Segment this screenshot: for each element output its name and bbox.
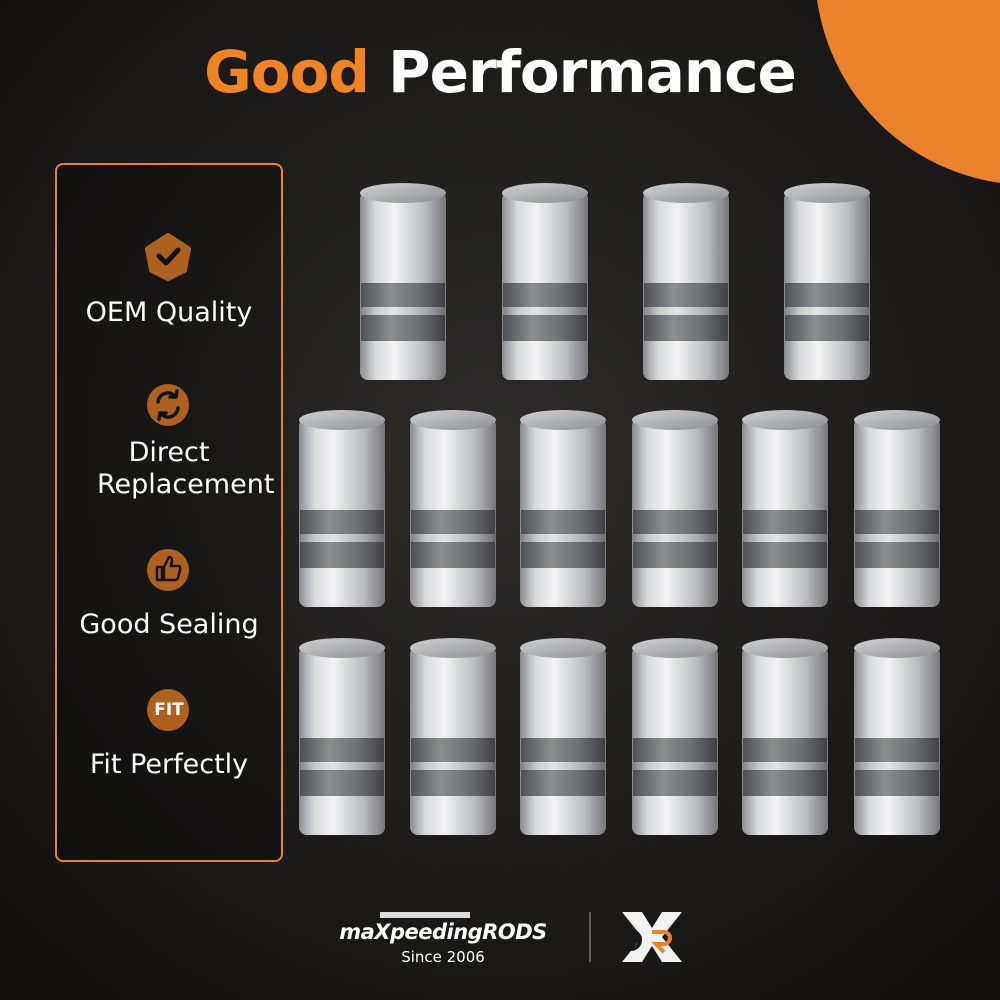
corner-accent <box>817 0 1000 183</box>
lifter-top <box>742 638 828 658</box>
x-logo <box>620 912 682 962</box>
fit-icon-text: FIT <box>154 700 184 720</box>
lifter <box>742 410 828 607</box>
lifter <box>299 638 385 835</box>
lifter-ring <box>644 307 728 315</box>
feature-label: Direct Replacement <box>97 437 275 500</box>
lifter-base <box>299 568 385 607</box>
lifter-base <box>632 568 718 607</box>
lifter-top <box>632 638 718 658</box>
replacement-icon <box>147 384 189 426</box>
lifter-top <box>502 183 588 203</box>
feature-label: Fit Perfectly <box>89 749 249 780</box>
lifter-ring <box>633 534 717 542</box>
lifter-top <box>742 410 828 430</box>
lifter-base <box>502 341 588 380</box>
lifter <box>742 638 828 835</box>
feature-label: OEM Quality <box>85 297 253 328</box>
features-panel: OEM Quality Direct Replacement Good Seal… <box>55 163 283 862</box>
lifter-base <box>784 341 870 380</box>
lifter-base <box>854 796 940 835</box>
lifter-base <box>643 341 729 380</box>
lifter-top <box>520 638 606 658</box>
lifter-top <box>643 183 729 203</box>
lifter-ring <box>300 762 384 770</box>
lifter <box>502 183 588 380</box>
lifter-ring <box>785 307 869 315</box>
lifter-top <box>360 183 446 203</box>
since-text: Since 2006 <box>401 948 485 966</box>
lifter-base <box>410 796 496 835</box>
lifter-ring <box>743 762 827 770</box>
lifter <box>784 183 870 380</box>
lifter-ring <box>743 534 827 542</box>
sealing-icon <box>147 549 189 591</box>
lifter-top <box>854 638 940 658</box>
lifter-ring <box>521 534 605 542</box>
lifter-ring <box>411 534 495 542</box>
lifter-base <box>360 341 446 380</box>
lifter-base <box>520 568 606 607</box>
lifter-base <box>410 568 496 607</box>
lifter <box>410 638 496 835</box>
oem-icon <box>145 233 191 281</box>
lifters <box>299 183 940 835</box>
lifter <box>410 410 496 607</box>
lifter-ring <box>361 307 445 315</box>
lifter-top <box>299 410 385 430</box>
lifter-base <box>632 796 718 835</box>
lifter-base <box>742 568 828 607</box>
lifter-top <box>410 638 496 658</box>
lifter <box>643 183 729 380</box>
lifter-ring <box>300 534 384 542</box>
lifter-base <box>299 796 385 835</box>
lifter <box>520 638 606 835</box>
lifter <box>520 410 606 607</box>
title: Good Performance <box>0 38 1000 106</box>
lifter-top <box>854 410 940 430</box>
lifter <box>632 410 718 607</box>
lifter-base <box>520 796 606 835</box>
lifter-top <box>410 410 496 430</box>
lifter <box>854 410 940 607</box>
fit-icon-circle <box>147 689 189 731</box>
lifter-base <box>854 568 940 607</box>
lifter-top <box>299 638 385 658</box>
lifter-ring <box>521 762 605 770</box>
lifter-ring <box>411 762 495 770</box>
lifter <box>299 410 385 607</box>
lifter-ring <box>633 762 717 770</box>
lifter-ring <box>855 534 939 542</box>
lifter <box>854 638 940 835</box>
title-highlight: Good <box>204 38 370 106</box>
lifter-top <box>632 410 718 430</box>
lifter-top <box>784 183 870 203</box>
lifter <box>360 183 446 380</box>
title-rest: Performance <box>388 38 797 106</box>
feature-label: Good Sealing <box>79 609 259 640</box>
lifter-ring <box>503 307 587 315</box>
lifter-base <box>742 796 828 835</box>
lifter <box>632 638 718 835</box>
brand-logo: maXpeedingRODS <box>339 920 547 944</box>
lifter-ring <box>855 762 939 770</box>
lifter-top <box>520 410 606 430</box>
checker-flag <box>380 912 470 918</box>
